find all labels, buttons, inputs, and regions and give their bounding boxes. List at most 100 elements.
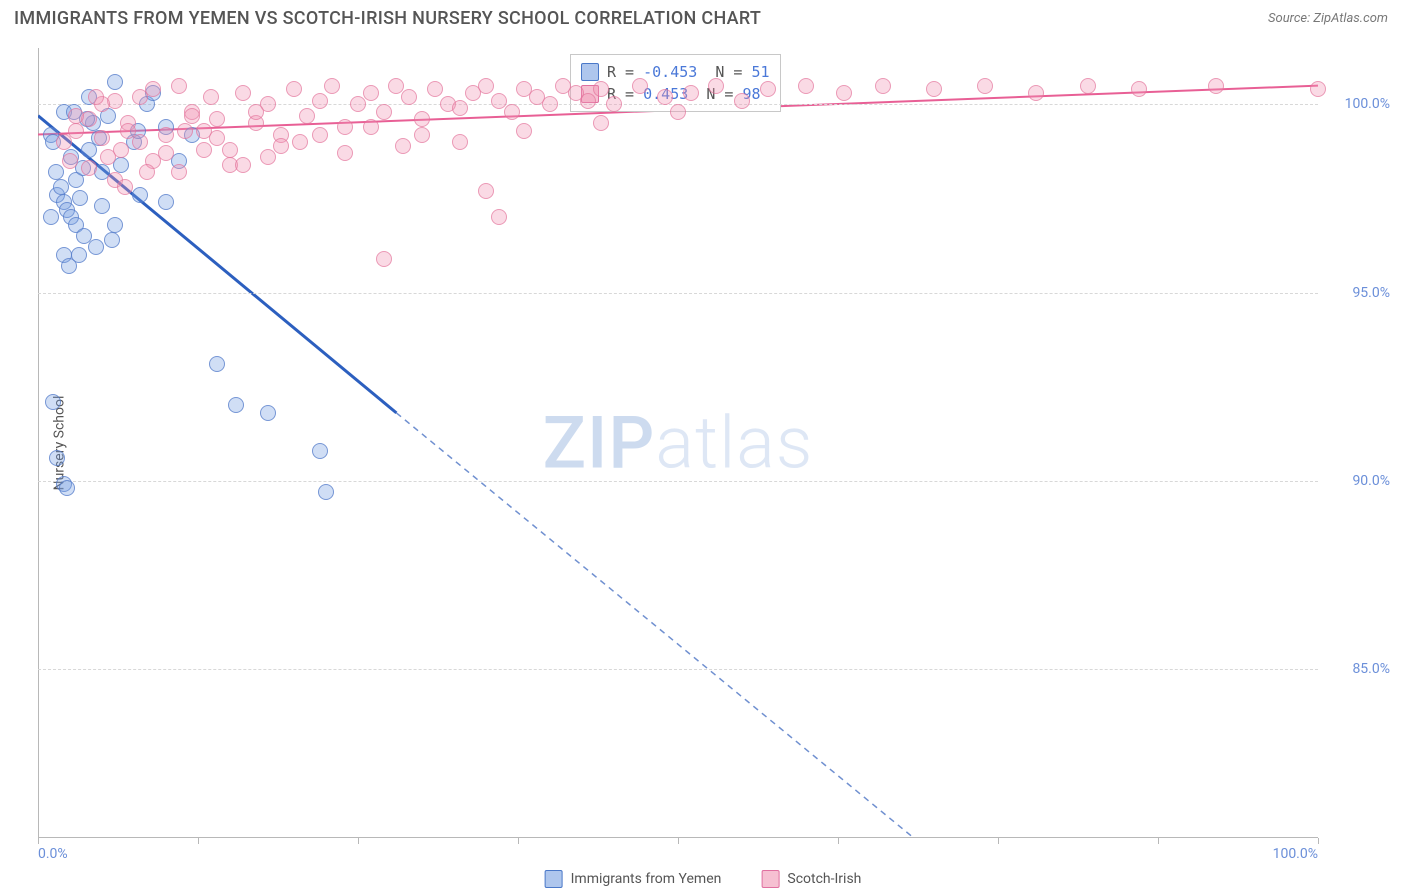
legend-item: Scotch-Irish (761, 870, 861, 888)
data-point-pink (68, 108, 84, 124)
data-point-blue (228, 397, 244, 413)
gridline (38, 293, 1318, 294)
x-tick (518, 838, 519, 844)
data-point-pink (337, 145, 353, 161)
watermark-bold: ZIP (543, 401, 656, 486)
data-point-blue (43, 209, 59, 225)
data-point-pink (312, 93, 328, 109)
data-point-pink (177, 123, 193, 139)
data-point-pink (337, 119, 353, 135)
data-point-pink (1080, 78, 1096, 94)
data-point-pink (120, 123, 136, 139)
data-point-blue (107, 74, 123, 90)
legend-swatch-pink (761, 870, 779, 888)
source-label: Source: ZipAtlas.com (1268, 11, 1388, 26)
data-point-pink (62, 153, 78, 169)
data-point-pink (376, 251, 392, 267)
data-point-blue (132, 187, 148, 203)
data-point-pink (580, 93, 596, 109)
data-point-blue (107, 217, 123, 233)
data-point-blue (72, 190, 88, 206)
data-point-blue (88, 239, 104, 255)
x-tick (998, 838, 999, 844)
y-axis-line (38, 48, 39, 838)
data-point-pink (139, 164, 155, 180)
data-point-pink (395, 138, 411, 154)
data-point-pink (734, 93, 750, 109)
data-point-blue (209, 356, 225, 372)
data-point-pink (94, 130, 110, 146)
data-point-pink (132, 134, 148, 150)
series-legend: Immigrants from YemenScotch-Irish (545, 870, 862, 888)
data-point-pink (209, 111, 225, 127)
data-point-pink (203, 89, 219, 105)
data-point-pink (427, 81, 443, 97)
data-point-pink (286, 81, 302, 97)
data-point-pink (491, 209, 507, 225)
data-point-pink (260, 149, 276, 165)
data-point-pink (184, 108, 200, 124)
x-tick (358, 838, 359, 844)
data-point-pink (414, 127, 430, 143)
data-point-blue (59, 480, 75, 496)
data-point-pink (504, 104, 520, 120)
data-point-pink (478, 78, 494, 94)
data-point-pink (56, 134, 72, 150)
data-point-pink (632, 78, 648, 94)
data-point-pink (798, 78, 814, 94)
data-point-pink (414, 111, 430, 127)
data-point-pink (452, 134, 468, 150)
data-point-pink (68, 123, 84, 139)
data-point-pink (273, 138, 289, 154)
data-point-pink (132, 89, 148, 105)
data-point-pink (312, 127, 328, 143)
data-point-blue (49, 450, 65, 466)
y-tick-label: 85.0% (1326, 661, 1390, 677)
data-point-pink (171, 78, 187, 94)
y-tick-label: 100.0% (1326, 96, 1390, 112)
data-point-pink (875, 78, 891, 94)
legend-stat-text: R = -0.453 N = 51 (607, 61, 770, 83)
data-point-pink (158, 145, 174, 161)
data-point-pink (926, 81, 942, 97)
data-point-pink (593, 115, 609, 131)
data-point-pink (670, 104, 686, 120)
stats-legend-row: R = -0.453 N = 51 (581, 61, 770, 83)
data-point-blue (94, 198, 110, 214)
data-point-pink (248, 104, 264, 120)
legend-label: Scotch-Irish (787, 871, 861, 887)
data-point-pink (683, 85, 699, 101)
chart-header: IMMIGRANTS FROM YEMEN VS SCOTCH-IRISH NU… (0, 0, 1406, 37)
data-point-blue (71, 247, 87, 263)
data-point-pink (81, 160, 97, 176)
gridline (38, 481, 1318, 482)
x-tick-label-min: 0.0% (38, 846, 68, 862)
data-point-pink (478, 183, 494, 199)
data-point-pink (376, 104, 392, 120)
data-point-pink (196, 142, 212, 158)
data-point-pink (100, 149, 116, 165)
data-point-pink (171, 164, 187, 180)
x-tick (1158, 838, 1159, 844)
data-point-blue (158, 194, 174, 210)
data-point-pink (324, 78, 340, 94)
trend-line-dash-blue (396, 413, 959, 838)
data-point-blue (260, 405, 276, 421)
data-point-pink (1028, 85, 1044, 101)
data-point-pink (708, 78, 724, 94)
data-point-blue (48, 164, 64, 180)
data-point-pink (363, 85, 379, 101)
data-point-pink (363, 119, 379, 135)
x-tick-label-max: 100.0% (1273, 846, 1318, 862)
data-point-pink (292, 134, 308, 150)
data-point-pink (516, 123, 532, 139)
data-point-pink (1310, 81, 1326, 97)
data-point-pink (542, 96, 558, 112)
data-point-pink (1208, 78, 1224, 94)
data-point-pink (235, 85, 251, 101)
data-point-pink (235, 157, 251, 173)
x-tick (678, 838, 679, 844)
data-point-blue (312, 443, 328, 459)
data-point-pink (977, 78, 993, 94)
gridline (38, 669, 1318, 670)
